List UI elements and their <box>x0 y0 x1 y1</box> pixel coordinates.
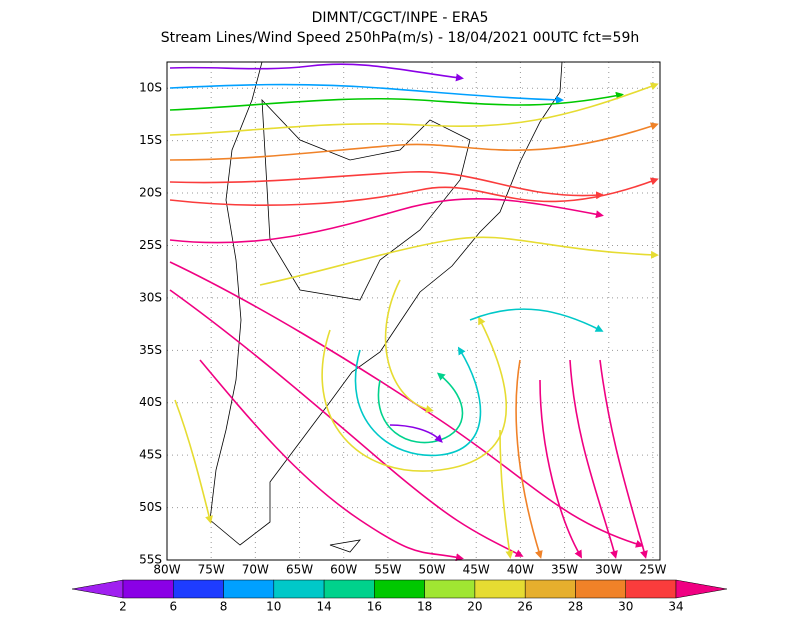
colorbar-label: 34 <box>668 600 683 614</box>
colorbar-label: 26 <box>518 600 533 614</box>
title: DIMNT/CGCT/INPE - ERA5 <box>312 10 489 26</box>
colorbar-label: 16 <box>367 600 382 614</box>
colorbar-box <box>474 579 526 599</box>
colorbar-label: 6 <box>169 600 177 614</box>
lat-label: 50S <box>139 500 162 514</box>
lat-label: 15S <box>139 133 162 147</box>
colorbar-box <box>173 579 224 599</box>
colorbar-box <box>625 579 677 599</box>
lon-label: 55W <box>374 563 401 577</box>
colorbar-box <box>223 579 275 599</box>
lat-label: 20S <box>139 186 162 200</box>
lon-label: 80W <box>153 563 180 577</box>
colorbar-label: 20 <box>467 600 482 614</box>
lon-label: 60W <box>330 563 357 577</box>
coastline <box>209 61 563 553</box>
colorbar-box <box>374 579 425 599</box>
colorbar-box <box>323 579 375 599</box>
colorbar-arrow <box>675 579 728 599</box>
lon-label: 40W <box>507 563 534 577</box>
lat-label: 40S <box>139 395 162 409</box>
colorbar-label: 30 <box>618 600 633 614</box>
colorbar-label: 28 <box>568 600 583 614</box>
lat-label: 35S <box>139 343 162 357</box>
colorbar-arrow <box>71 579 124 599</box>
colorbar-box <box>575 579 626 599</box>
lat-label: 45S <box>139 448 162 462</box>
colorbar-box <box>122 579 174 599</box>
lat-label: 25S <box>139 238 162 252</box>
lat-label: 55S <box>139 553 162 567</box>
lon-label: 35W <box>551 563 578 577</box>
subtitle: Stream Lines/Wind Speed 250hPa(m/s) - 18… <box>161 30 639 46</box>
colorbar-label: 10 <box>266 600 281 614</box>
streamlines <box>169 63 659 562</box>
colorbar-box <box>273 579 325 599</box>
lat-label: 30S <box>139 290 162 304</box>
colorbar-label: 8 <box>220 600 228 614</box>
colorbar-label: 14 <box>316 600 331 614</box>
lon-label: 50W <box>418 563 445 577</box>
lon-label: 75W <box>198 563 225 577</box>
colorbar-box <box>424 579 476 599</box>
lon-label: 30W <box>595 563 622 577</box>
lon-label: 45W <box>463 563 490 577</box>
lat-label: 10S <box>139 81 162 95</box>
colorbar-box <box>524 579 576 599</box>
colorbar-label: 18 <box>417 600 432 614</box>
colorbar-label: 2 <box>119 600 127 614</box>
map-frame <box>166 61 661 561</box>
lon-label: 65W <box>286 563 313 577</box>
lon-label: 70W <box>242 563 269 577</box>
lon-label: 25W <box>639 563 666 577</box>
colorbar: 2 6 8 10 14 16 18 20 26 28 30 34 <box>71 579 728 614</box>
